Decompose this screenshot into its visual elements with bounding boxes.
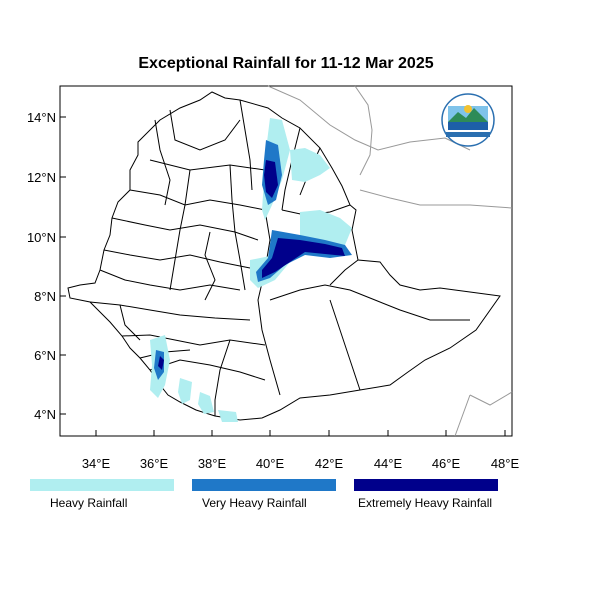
lat-tick-label: 4°N	[34, 407, 56, 422]
lat-tick-label: 6°N	[34, 348, 56, 363]
neighbor-borders	[267, 85, 513, 437]
map-frame	[59, 85, 513, 437]
heavy-rainfall-area	[150, 118, 352, 422]
lon-tick-label: 42°E	[315, 456, 344, 471]
legend-label-very-heavy: Very Heavy Rainfall	[202, 496, 307, 510]
legend-swatch-very-heavy	[192, 479, 336, 491]
legend-label-extremely-heavy: Extremely Heavy Rainfall	[358, 496, 493, 510]
lat-tick-label: 10°N	[27, 230, 56, 245]
extremely-heavy-rainfall-area	[158, 160, 345, 370]
lon-tick-label: 48°E	[491, 456, 520, 471]
institute-logo-icon	[441, 93, 495, 147]
lon-tick-label: 38°E	[198, 456, 227, 471]
lat-tick-label: 12°N	[27, 170, 56, 185]
lon-tick-label: 44°E	[374, 456, 403, 471]
map-title: Exceptional Rainfall for 11-12 Mar 2025	[138, 55, 434, 72]
legend-swatch-extremely-heavy	[354, 479, 498, 491]
region-borders	[67, 91, 501, 421]
legend-swatch-heavy	[30, 479, 174, 491]
lon-tick-label: 36°E	[140, 456, 169, 471]
lat-tick-label: 8°N	[34, 289, 56, 304]
lon-tick-label: 46°E	[432, 456, 461, 471]
axis-ticks	[60, 116, 506, 436]
lon-tick-label: 40°E	[256, 456, 285, 471]
legend-label-heavy: Heavy Rainfall	[50, 496, 128, 510]
lat-tick-label: 14°N	[27, 110, 56, 125]
lon-tick-label: 34°E	[82, 456, 111, 471]
